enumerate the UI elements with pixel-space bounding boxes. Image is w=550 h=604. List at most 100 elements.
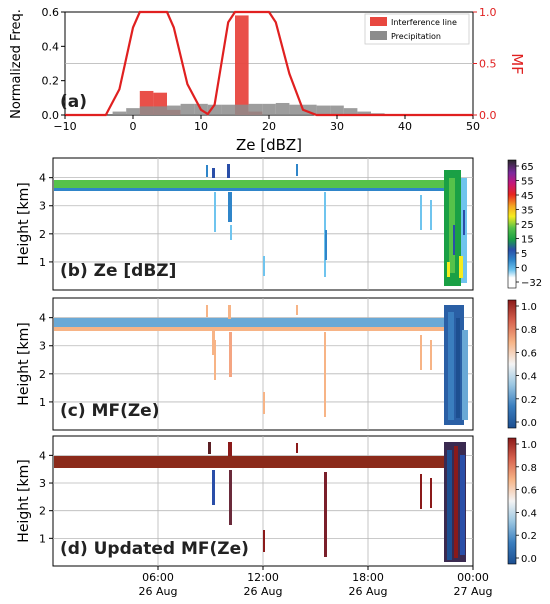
y2-tick-label-a: 0.5 [479, 58, 497, 71]
legend-swatch-precipitation [370, 31, 387, 40]
legend-label-precipitation: Precipitation [391, 32, 441, 41]
bar-precipitation [207, 104, 222, 115]
y-tick-label-a: 0.2 [42, 75, 60, 88]
mf-field [54, 305, 468, 425]
histogram-panel: −10 0 10 20 30 40 50 0.0 0.2 0.4 0.6 0.0 0.5 1.0 (a… [9, 6, 526, 154]
colorbar-tick-label: 0.8 [521, 463, 537, 474]
x-ticks-a: −10 0 10 20 30 40 50 [53, 115, 480, 133]
panel-label-c: (c) MF(Ze) [60, 401, 159, 421]
colorbar-mf [507, 299, 517, 429]
bar-precipitation [112, 111, 127, 115]
ze-precip-streaks [206, 164, 432, 277]
mf-curve [65, 10, 473, 117]
bar-precipitation [235, 104, 249, 115]
bar-precipitation [262, 103, 276, 115]
x-tick-label-a: 30 [330, 120, 344, 133]
y-tick-label-c: 4 [39, 312, 46, 325]
y-tick-label-a: 0.0 [42, 109, 60, 122]
bar-precipitation [289, 104, 303, 115]
mf-precip-streaks [206, 305, 432, 417]
y-tick-label-c: 2 [39, 368, 46, 381]
y-ticks-b: 1 2 3 4 [39, 172, 53, 269]
colorbar-tick-label: 35 [521, 206, 534, 217]
y-tick-label-a: 0.6 [42, 6, 60, 19]
legend-swatch-interference [370, 17, 387, 26]
updated-mf-field [54, 442, 466, 562]
x-tick-label-a: 50 [466, 120, 480, 133]
y2-tick-label-a: 0.0 [479, 109, 497, 122]
bar-precipitation [330, 105, 344, 115]
x-tick-label-a: 40 [398, 120, 412, 133]
colorbar-tick-label: 0.8 [521, 325, 537, 336]
colorbar-tick-label: 0 [521, 264, 527, 275]
y-ticks-c: 1 2 3 4 [39, 312, 53, 409]
colorbar-ze [507, 159, 517, 289]
colorbar-tick-label: 5 [521, 249, 527, 260]
colorbar-tick-label: 0.2 [521, 531, 537, 542]
bars-a [112, 15, 399, 115]
bar-precipitation [343, 108, 358, 115]
x-axis-label: Ze [dBZ] [236, 136, 302, 154]
x-tick-label-a: 0 [130, 120, 137, 133]
bar-precipitation [248, 103, 263, 115]
y-ticks-a: 0.0 0.2 0.4 0.6 [42, 6, 65, 122]
time-tick-label: 18:00 [352, 571, 384, 584]
bar-precipitation [357, 111, 371, 115]
time-tick-label: 00:00 [457, 571, 489, 584]
colorbar-tick-label: 0.4 [521, 372, 537, 383]
y-tick-label-c: 1 [39, 396, 46, 409]
grid-c [53, 298, 473, 430]
mf-interference-band [54, 318, 456, 327]
bar-interference [235, 15, 249, 115]
colorbar-updated-mf [507, 437, 517, 565]
time-tick-label: 06:00 [142, 571, 174, 584]
bar-precipitation [167, 105, 181, 115]
updated-mf-precip-streaks [208, 442, 432, 557]
y2-ticks-a: 0.0 0.5 1.0 [473, 6, 497, 122]
mf-interference-edge [54, 327, 456, 331]
y-tick-label-d: 2 [39, 505, 46, 518]
colorbar-tick-label: 0.6 [521, 486, 537, 497]
colorbar-ticks-mf: 1.0 0.8 0.6 0.4 0.2 0.0 [516, 302, 537, 429]
bar-precipitation [303, 104, 317, 115]
bar-precipitation [275, 102, 290, 115]
x-tick-label-a: 10 [194, 120, 208, 133]
date-tick-label: 26 Aug [244, 585, 283, 598]
colorbar-tick-label: 0.0 [521, 418, 537, 429]
y-tick-label-c: 3 [39, 340, 46, 353]
x-tick-label-a: 20 [262, 120, 276, 133]
colorbar-ticks-ze: 65 55 45 35 25 15 5 0 −32 [516, 162, 542, 289]
updated-mf-panel: 1 2 3 4 (d) Updated MF(Ze) Height [km] 1.0 0… [16, 435, 537, 567]
time-tick-label: 12:00 [247, 571, 279, 584]
ze-panel: 1 2 3 4 (b) Ze [dBZ] Height [km] 65 55 45 35 25… [16, 157, 542, 291]
bar-precipitation [139, 106, 154, 115]
date-tick-label: 27 Aug [454, 585, 493, 598]
y-tick-label-d: 3 [39, 477, 46, 490]
y2-axis-label: MF [508, 53, 526, 75]
colorbar-tick-label: 65 [521, 162, 534, 173]
ze-field [54, 164, 467, 286]
colorbar-tick-label: 55 [521, 177, 534, 188]
panel-label-a: (a) [60, 92, 87, 112]
panel-label-b: (b) Ze [dBZ] [60, 261, 176, 281]
mf-panel: 1 2 3 4 (c) MF(Ze) Height [km] 1.0 0.8 0.6 0.4… [16, 297, 537, 431]
y-tick-label-b: 2 [39, 228, 46, 241]
y-tick-label-a: 0.4 [42, 40, 60, 53]
y-tick-label-d: 4 [39, 449, 46, 462]
colorbar-tick-label: 15 [521, 235, 534, 246]
updated-mf-storm-block [444, 442, 466, 562]
y-axis-label-d: Height [km] [16, 459, 32, 542]
updated-mf-interference-band [54, 456, 456, 468]
grid-b [53, 158, 473, 290]
colorbar-tick-label: 0.4 [521, 508, 537, 519]
panel-label-d: (d) Updated MF(Ze) [60, 539, 249, 559]
bar-precipitation [126, 108, 140, 115]
date-tick-label: 26 Aug [139, 585, 178, 598]
date-tick-label: 26 Aug [349, 585, 388, 598]
y-axis-label-b: Height [km] [16, 182, 32, 265]
colorbar-tick-label: 1.0 [521, 440, 537, 451]
ze-storm-block [444, 170, 467, 286]
y-tick-label-b: 4 [39, 172, 46, 185]
ze-interference-edge [54, 188, 456, 191]
